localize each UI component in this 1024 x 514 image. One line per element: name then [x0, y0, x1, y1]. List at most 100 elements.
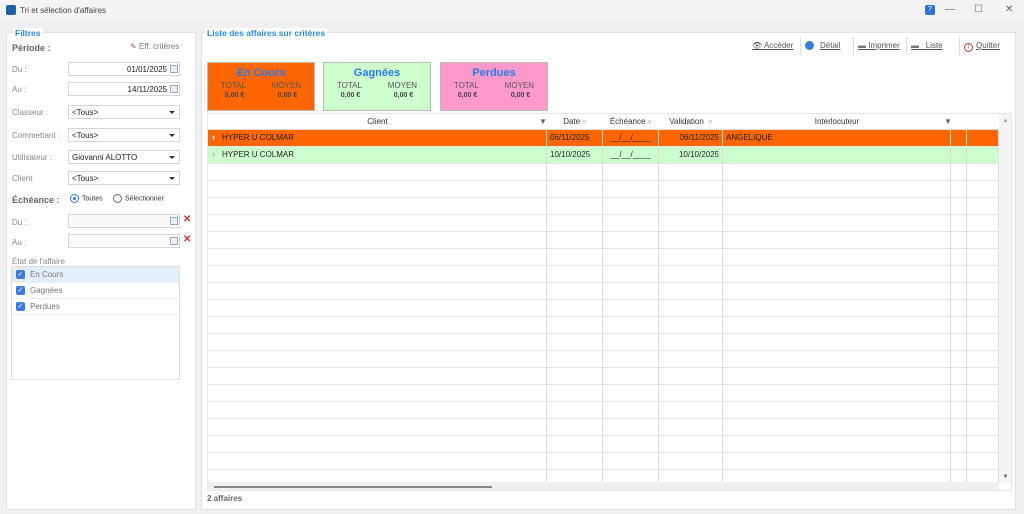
etat-item-perdues[interactable]: ✓ Perdues — [12, 299, 179, 315]
card-title: Perdues — [472, 67, 516, 79]
commettant-select[interactable]: <Tous> — [68, 128, 180, 142]
table-row[interactable] — [208, 181, 999, 198]
cell-client — [208, 181, 547, 197]
table-row[interactable] — [208, 368, 999, 385]
window-title: Tri et sélection d'affaires — [20, 6, 107, 15]
table-row[interactable] — [208, 283, 999, 300]
cell-client — [208, 283, 547, 299]
table-row[interactable] — [208, 249, 999, 266]
filter-icon[interactable]: ▼ — [944, 117, 952, 126]
table-row[interactable]: › HYPER U COLMAR 06/11/2025 __/__/____ 06/11… — [208, 130, 999, 147]
filter-icon[interactable]: ▼ — [539, 117, 547, 126]
table-row[interactable] — [208, 453, 999, 470]
etat-item-en-cours[interactable]: ✓ En Cours — [12, 267, 179, 283]
scroll-down-icon[interactable]: ▼ — [1002, 474, 1009, 480]
column-header-client[interactable]: Client — [367, 117, 388, 126]
search-icon[interactable]: ⌕ — [582, 117, 587, 126]
acceder-button[interactable]: 👁 Accéder — [752, 41, 794, 50]
clear-criteria-button[interactable]: ✎ Eff. critères — [130, 42, 180, 51]
cell-echeance — [603, 300, 659, 316]
clear-date-icon[interactable]: ✕ — [183, 234, 192, 245]
search-icon[interactable]: ⌕ — [647, 117, 653, 126]
date-au-input[interactable]: 14/11/2025 — [68, 82, 180, 96]
calendar-icon[interactable] — [170, 237, 178, 245]
cell-extra — [951, 130, 967, 146]
cell-extra — [967, 215, 999, 231]
column-header-interlocuteur[interactable]: Interlocuteur — [814, 117, 860, 126]
cell-interlocuteur — [723, 249, 951, 265]
checkbox-checked-icon[interactable]: ✓ — [16, 286, 25, 296]
utilisateur-select[interactable]: Giovanni ALOTTO — [68, 150, 180, 164]
imprimer-button[interactable]: ▬ Imprimer — [858, 41, 900, 50]
cell-client — [208, 385, 547, 401]
title-bar: Tri et sélection d'affaires ? — ☐ ✕ — [0, 0, 1024, 20]
search-icon[interactable]: ⌕ — [708, 117, 713, 126]
card-moyen-value: 0,00 € — [393, 92, 414, 99]
client-select[interactable]: <Tous> — [68, 171, 180, 185]
cell-date — [547, 470, 603, 486]
checkbox-checked-icon[interactable]: ✓ — [16, 302, 25, 312]
column-header-date[interactable]: Date ⌕ — [563, 117, 587, 126]
cell-echeance — [603, 470, 659, 486]
etat-item-gagnees[interactable]: ✓ Gagnées — [12, 283, 179, 299]
scroll-up-icon[interactable]: ▲ — [1002, 118, 1009, 124]
cell-extra — [967, 351, 999, 367]
scroll-thumb[interactable] — [214, 486, 492, 488]
cell-validation — [659, 402, 723, 418]
close-button[interactable]: ✕ — [1005, 4, 1014, 15]
cell-extra — [967, 334, 999, 350]
date-du-input[interactable]: 01/01/2025 — [68, 62, 180, 76]
clear-date-icon[interactable]: ✕ — [183, 214, 192, 225]
table-row[interactable] — [208, 317, 999, 334]
horizontal-scrollbar[interactable] — [208, 482, 999, 490]
cell-echeance — [603, 453, 659, 469]
cell-validation — [659, 453, 723, 469]
table-row[interactable] — [208, 164, 999, 181]
cell-echeance — [603, 402, 659, 418]
table-row[interactable] — [208, 436, 999, 453]
table-row[interactable]: › HYPER U COLMAR 10/10/2025 __/__/____ 10/10… — [208, 147, 999, 164]
cell-interlocuteur — [723, 300, 951, 316]
etat-list: ✓ En Cours ✓ Gagnées ✓ Perdues — [11, 266, 180, 380]
minimize-button[interactable]: — — [945, 4, 955, 15]
radio-selectionner[interactable]: Sélectionner — [113, 194, 164, 203]
cell-interlocuteur — [723, 198, 951, 214]
maximize-button[interactable]: ☐ — [974, 4, 983, 15]
table-row[interactable] — [208, 419, 999, 436]
table-row[interactable] — [208, 334, 999, 351]
cell-date — [547, 368, 603, 384]
table-row[interactable] — [208, 215, 999, 232]
cell-interlocuteur — [723, 232, 951, 248]
card-title: En Cours — [236, 67, 286, 79]
summary-card: Perdues TOTAL MOYEN 0,00 € 0,00 € — [440, 62, 548, 111]
calendar-icon[interactable] — [170, 65, 178, 73]
ech-du-input[interactable] — [68, 214, 180, 228]
help-icon[interactable]: ? — [925, 5, 935, 15]
table-row[interactable] — [208, 198, 999, 215]
row-indicator-icon: › — [212, 149, 215, 159]
liste-button[interactable]: ▬ Liste — [911, 41, 943, 50]
detail-button[interactable]: Détail — [805, 41, 840, 51]
card-total-label: TOTAL — [220, 81, 246, 90]
ech-au-input[interactable] — [68, 234, 180, 248]
table-row[interactable] — [208, 300, 999, 317]
cell-echeance — [603, 249, 659, 265]
table-row[interactable] — [208, 402, 999, 419]
checkbox-checked-icon[interactable]: ✓ — [16, 270, 25, 280]
column-header-echeance[interactable]: Échéance ⌕ — [609, 117, 653, 126]
table-row[interactable] — [208, 266, 999, 283]
column-header-validation[interactable]: Validation ⌕ — [669, 117, 713, 126]
cell-date: 06/11/2025 — [547, 130, 603, 146]
classeur-select[interactable]: <Tous> — [68, 105, 180, 119]
quitter-button[interactable]: ! Quitter — [964, 41, 1000, 52]
radio-toutes[interactable]: Toutes — [70, 194, 103, 203]
quit-icon: ! — [964, 43, 973, 52]
cell-validation — [659, 334, 723, 350]
calendar-icon[interactable] — [170, 85, 178, 93]
table-row[interactable] — [208, 232, 999, 249]
table-row[interactable] — [208, 385, 999, 402]
table-row[interactable] — [208, 351, 999, 368]
vertical-scrollbar[interactable]: ▲ ▼ — [999, 114, 1011, 482]
calendar-icon[interactable] — [170, 217, 178, 225]
cell-validation — [659, 419, 723, 435]
